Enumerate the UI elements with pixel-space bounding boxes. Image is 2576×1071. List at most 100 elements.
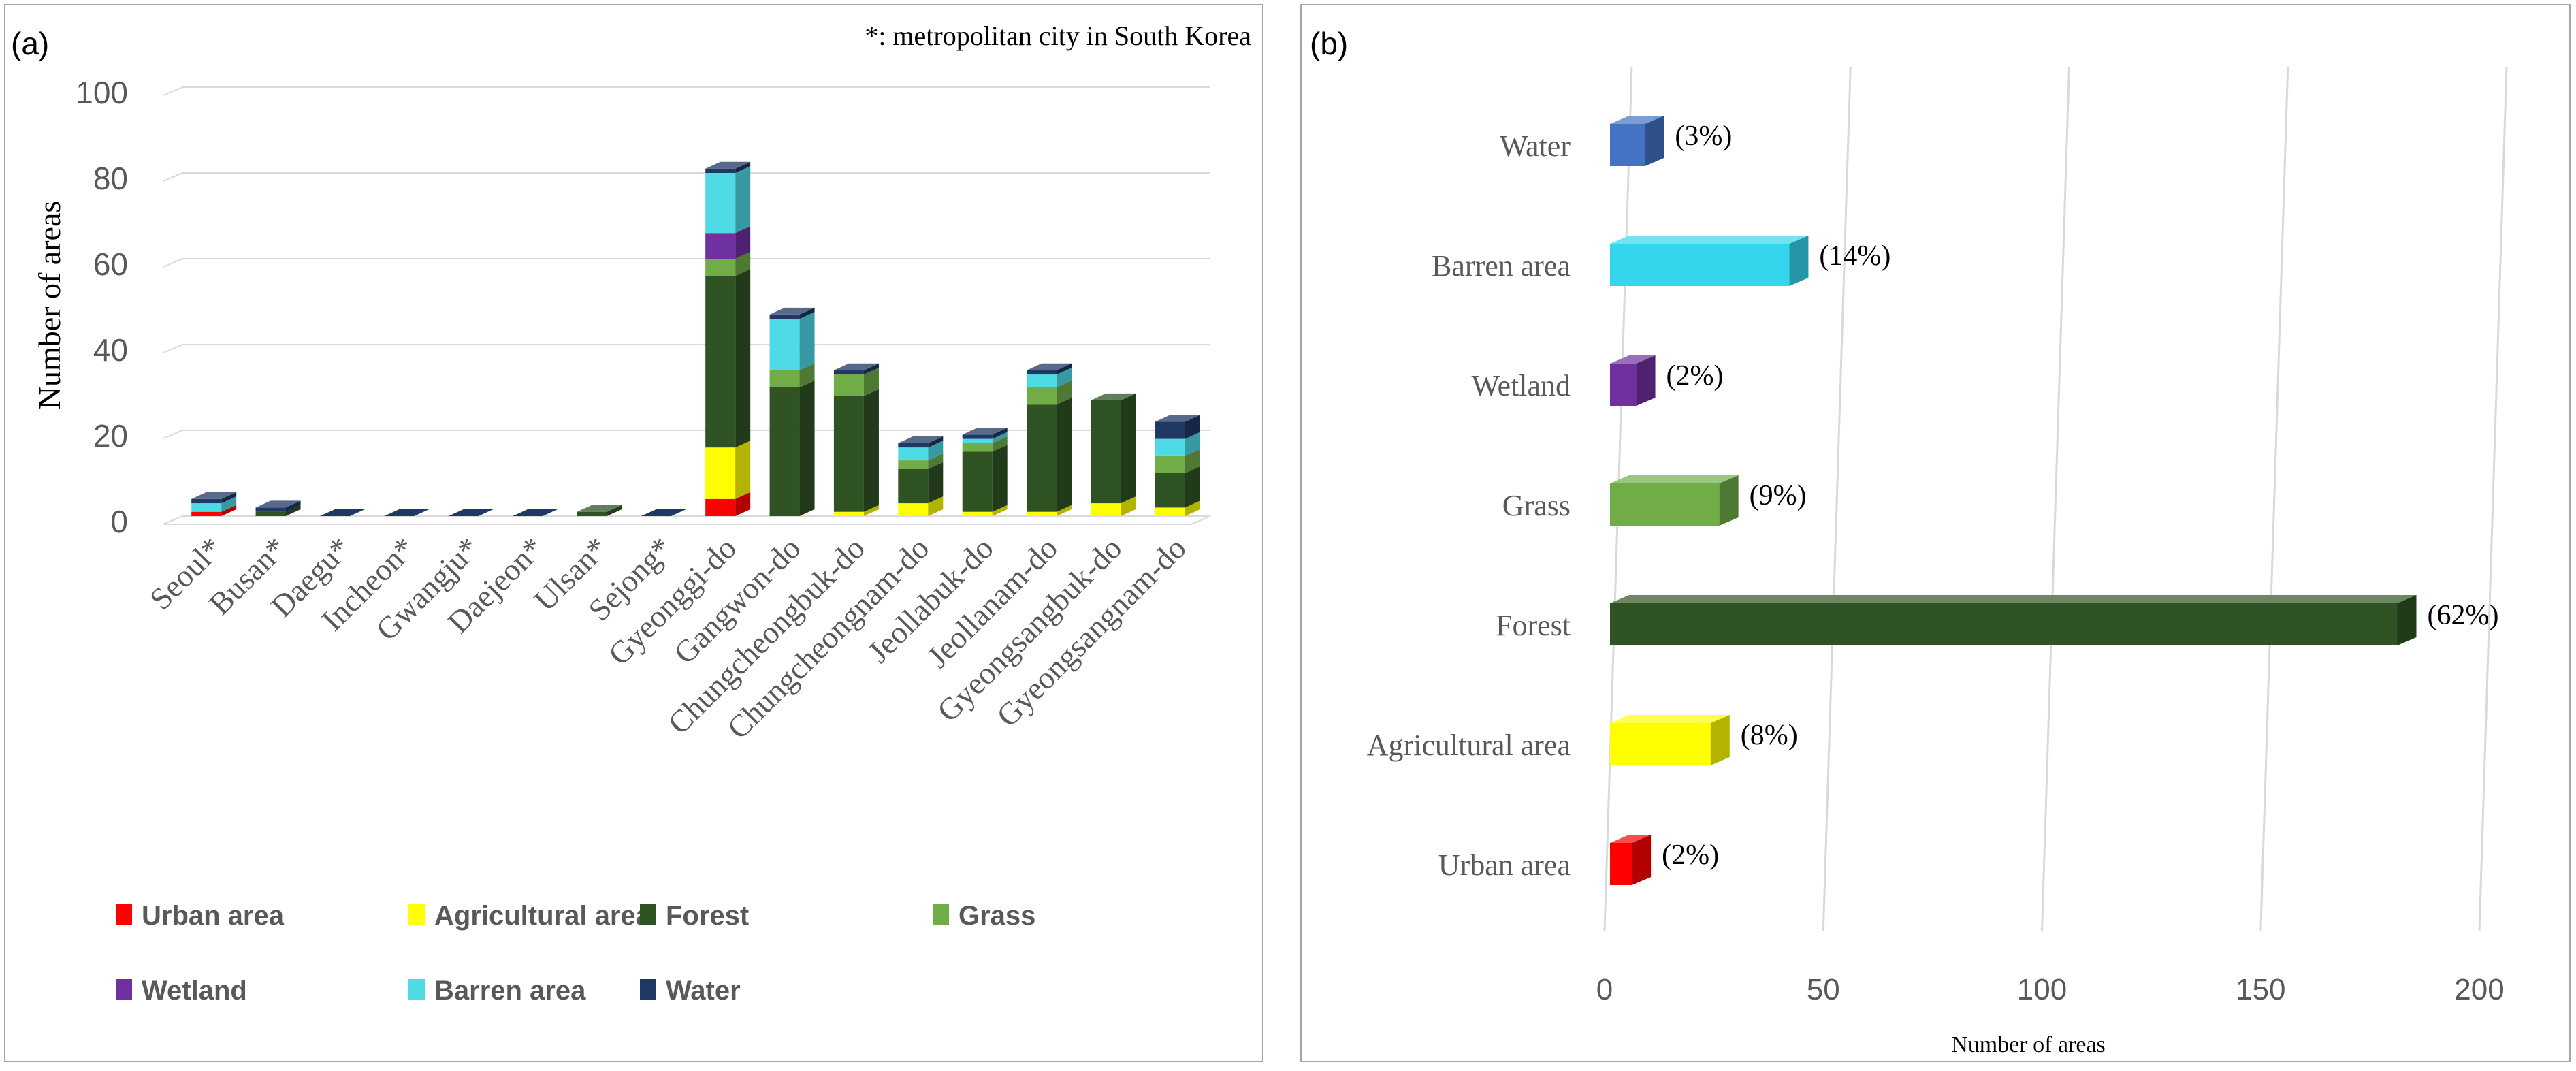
- gridline: [2478, 66, 2508, 932]
- bar-side: [2397, 595, 2417, 645]
- bar-segment: [962, 438, 993, 443]
- bar-top: [1610, 116, 1664, 124]
- bar-segment-side: [799, 381, 815, 516]
- bar-segment-side: [1185, 449, 1200, 473]
- bar-top: [962, 428, 1008, 435]
- x-tick-label: 200: [2454, 973, 2504, 1006]
- data-label: (14%): [1819, 240, 1890, 272]
- bar-segment: [255, 507, 286, 512]
- bar-top: [319, 509, 365, 516]
- data-label: (3%): [1675, 121, 1732, 152]
- bar-top: [1610, 236, 1809, 244]
- bar-segment: [705, 259, 736, 276]
- bar-top: [384, 509, 430, 516]
- bar: [1610, 483, 1720, 526]
- category-label: Urban area: [1438, 848, 1571, 882]
- bar-side: [1645, 116, 1664, 166]
- bar-segment: [833, 374, 864, 396]
- legend-label: Grass: [959, 901, 1035, 931]
- bar-segment-side: [1057, 398, 1072, 512]
- x-tick-label: 150: [2236, 973, 2285, 1006]
- y-tick-label: 60: [93, 246, 128, 282]
- bar-segment-side: [863, 505, 879, 516]
- bar-segment: [962, 443, 993, 452]
- category-label: Wetland: [1471, 369, 1571, 402]
- gridline: [1822, 66, 1852, 932]
- bar-segment: [255, 511, 286, 516]
- bar-segment: [705, 276, 736, 448]
- bar-segment: [898, 468, 929, 504]
- bar-segment-side: [221, 496, 237, 512]
- bar-segment-side: [1057, 363, 1072, 375]
- gridline-depth: [163, 258, 183, 268]
- data-label: (9%): [1750, 480, 1807, 511]
- bar-segment: [1155, 438, 1185, 456]
- panel-b: (b) 0 50 100 150 200 Water Barren area Wetland…: [1300, 4, 2571, 1062]
- bar-segment: [962, 434, 993, 439]
- category-label: Forest: [1496, 609, 1571, 642]
- bar-segment-side: [863, 363, 879, 375]
- bar-segment: [1091, 503, 1121, 516]
- bar-top: [1610, 715, 1730, 723]
- panel-label-a: (a): [11, 26, 49, 61]
- bar-segment-side: [1185, 500, 1200, 516]
- bar: [1610, 603, 2398, 645]
- bar-segment-side: [1185, 415, 1200, 439]
- bar-segment: [1155, 455, 1185, 473]
- gridline: [2041, 66, 2070, 932]
- bar-segment: [1091, 400, 1121, 504]
- bar-segment: [191, 511, 222, 516]
- bar-segment-side: [735, 252, 751, 276]
- legend-swatch: [116, 979, 132, 1000]
- bar-segment-side: [735, 492, 751, 516]
- bar-segment-side: [735, 161, 751, 173]
- category-label: Barren area: [1432, 249, 1571, 283]
- bar-top: [641, 509, 686, 516]
- bar-segment: [1027, 404, 1057, 512]
- bar-segment: [962, 451, 993, 512]
- bar-segment-side: [928, 496, 944, 516]
- bar-segment-side: [992, 432, 1008, 443]
- bar-segment: [705, 173, 736, 234]
- legend-label: Wetland: [142, 976, 247, 1006]
- bar-segment-side: [735, 226, 751, 259]
- bar: [1610, 244, 1790, 286]
- data-label: (62%): [2428, 600, 2499, 631]
- bar-top: [769, 307, 815, 315]
- x-axis-label: Number of areas: [1951, 1032, 2106, 1057]
- bar-segment-side: [992, 505, 1008, 516]
- bar-segment-side: [607, 505, 622, 516]
- bar-segment-side: [799, 363, 815, 387]
- bar-top: [833, 363, 879, 370]
- bar-segment-side: [1057, 505, 1072, 516]
- bar-segment-side: [735, 166, 751, 234]
- bar-segment-side: [928, 441, 944, 461]
- bar-segment-side: [735, 269, 751, 448]
- bar-top: [1610, 595, 2417, 603]
- x-tick-label: 100: [2017, 973, 2067, 1006]
- bar-segment-side: [799, 307, 815, 319]
- bar-top: [705, 161, 751, 169]
- bar-segment-side: [1185, 466, 1200, 508]
- bar-segment-side: [221, 492, 237, 504]
- bar: [1610, 124, 1645, 166]
- bar-segment: [833, 370, 864, 375]
- legend-label: Barren area: [434, 976, 586, 1006]
- bar-segment: [769, 314, 800, 319]
- bar-segment: [769, 319, 800, 370]
- bar-top: [1610, 355, 1656, 364]
- bar-top: [1610, 475, 1739, 483]
- bar-segment: [1027, 370, 1057, 375]
- data-label: (8%): [1741, 720, 1798, 751]
- chart-floor: [163, 515, 1211, 525]
- bar-segment: [1155, 507, 1185, 516]
- bar-segment: [705, 447, 736, 499]
- bar-side: [1636, 355, 1656, 406]
- data-label: (2%): [1667, 360, 1724, 391]
- bar-top: [1155, 415, 1200, 422]
- bar-segment-side: [992, 428, 1008, 439]
- bar-segment-side: [1057, 381, 1072, 405]
- bar-segment-side: [992, 445, 1008, 512]
- bar-segment: [1155, 473, 1185, 508]
- y-tick-label: 40: [93, 332, 128, 368]
